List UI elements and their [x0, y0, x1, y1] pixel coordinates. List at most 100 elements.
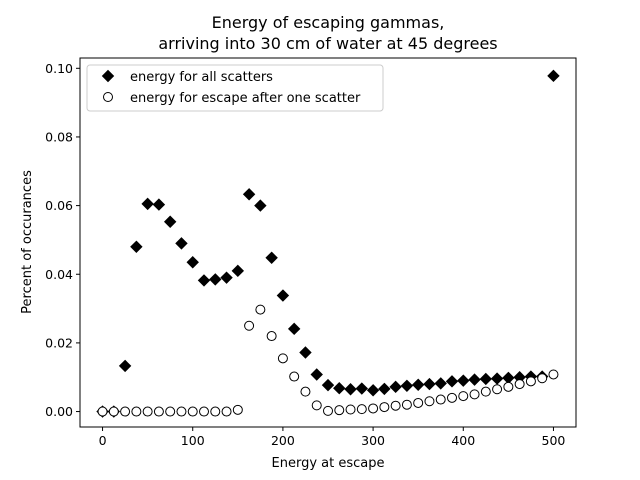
legend-label-one-scatter: energy for escape after one scatter	[130, 91, 361, 106]
all-scatters-point	[344, 383, 357, 396]
data-marks	[96, 69, 560, 418]
y-tick-label: 0.10	[45, 61, 73, 76]
x-tick-label: 300	[361, 433, 385, 448]
plot-frame	[79, 57, 577, 428]
all-scatters-point	[152, 198, 166, 211]
x-tick-label: 100	[181, 433, 205, 448]
one-scatter-point	[255, 304, 266, 315]
one-scatter-point	[120, 406, 131, 417]
all-scatters-point	[220, 271, 233, 284]
legend-diamond-marker	[101, 69, 115, 83]
all-scatters-point	[287, 322, 301, 336]
x-tick-label: 200	[271, 433, 295, 448]
one-scatter-point	[413, 397, 424, 408]
x-tick-label: 400	[451, 433, 475, 448]
all-scatters-point	[231, 264, 245, 278]
all-scatters-point	[209, 273, 222, 286]
one-scatter-point	[221, 406, 232, 417]
all-scatters-point	[186, 256, 199, 269]
axis-ticks: 0 100 200 300 400 500 0.00 0.02 0.04 0.06 0.08 0.10	[45, 61, 565, 448]
one-scatter-point	[345, 404, 356, 415]
all-scatters-point	[175, 237, 188, 250]
one-scatter-point	[232, 404, 243, 415]
one-scatter-point	[401, 399, 412, 410]
one-scatter-point	[210, 406, 221, 417]
all-scatters-point	[411, 378, 425, 391]
all-scatters-point	[118, 359, 132, 373]
all-scatters-point	[490, 372, 504, 385]
one-scatter-point	[266, 331, 277, 342]
one-scatter-point	[525, 376, 536, 387]
y-tick-label: 0.02	[45, 335, 73, 350]
one-scatter-point	[311, 400, 322, 411]
y-tick-label: 0.04	[45, 267, 73, 282]
all-scatters-point	[276, 289, 290, 302]
y-tick-label: 0.08	[45, 129, 73, 144]
chart-title-line2: arriving into 30 cm of water at 45 degre…	[158, 34, 497, 53]
legend: energy for all scatters energy for escap…	[86, 64, 384, 112]
all-scatters-point	[333, 382, 346, 395]
one-scatter-point	[368, 403, 379, 414]
all-scatters-point	[299, 346, 312, 359]
y-axis-label: Percent of occurances	[20, 170, 35, 314]
all-scatters-point	[310, 368, 323, 381]
one-scatter-point	[548, 369, 559, 380]
all-scatters-point	[547, 69, 560, 83]
one-scatter-point	[492, 384, 503, 395]
x-axis-label: Energy at escape	[272, 456, 385, 471]
legend-circle-marker	[103, 92, 113, 102]
all-scatters-point	[400, 379, 414, 393]
one-scatter-point	[323, 405, 333, 416]
one-scatter-point	[480, 386, 491, 397]
one-scatter-point	[390, 400, 401, 411]
all-scatters-point	[197, 274, 211, 287]
legend-box	[86, 64, 384, 112]
one-scatter-point	[334, 405, 345, 416]
all-scatters-point	[457, 374, 470, 387]
all-scatters-point	[445, 375, 459, 388]
y-tick-label: 0.06	[45, 198, 73, 213]
one-scatter-point	[537, 373, 548, 384]
all-scatters-point	[242, 188, 256, 201]
one-scatter-point	[300, 386, 311, 397]
all-scatters-point	[141, 197, 154, 211]
one-scatter-point	[244, 320, 255, 331]
one-scatter-point	[435, 394, 446, 405]
one-scatter-point	[514, 379, 525, 390]
one-scatter-point	[379, 402, 390, 413]
chart-title-line1: Energy of escaping gammas,	[212, 13, 445, 32]
all-scatters-point	[265, 251, 278, 264]
one-scatter-point	[153, 406, 164, 417]
one-scatter-point	[424, 396, 435, 407]
all-scatters-point	[366, 384, 380, 397]
all-scatters-point	[130, 240, 143, 253]
one-scatter-point	[165, 406, 176, 417]
one-scatter-point	[469, 389, 480, 400]
one-scatter-point	[97, 406, 108, 417]
all-scatters-point	[355, 382, 369, 395]
all-scatters-point	[321, 378, 335, 392]
one-scatter-point	[289, 371, 300, 382]
x-tick-label: 0	[99, 433, 107, 448]
one-scatter-point	[131, 406, 142, 417]
one-scatter-point	[176, 406, 187, 417]
x-tick-label: 500	[542, 433, 566, 448]
y-tick-label: 0.00	[45, 404, 73, 419]
one-scatter-point	[503, 381, 514, 392]
one-scatter-point	[199, 406, 209, 417]
all-scatters-point	[389, 380, 402, 394]
all-scatters-point	[163, 215, 177, 228]
all-scatters-point	[468, 373, 481, 386]
all-scatters-point	[423, 377, 436, 391]
one-scatter-point	[277, 353, 288, 364]
one-scatter-point	[108, 406, 119, 417]
one-scatter-point	[356, 404, 367, 415]
one-scatter-point	[142, 406, 153, 417]
one-scatter-point	[458, 391, 469, 402]
one-scatter-point	[447, 392, 457, 403]
one-scatter-point	[187, 406, 198, 417]
legend-label-all-scatters: energy for all scatters	[130, 70, 273, 85]
all-scatters-point	[378, 382, 391, 396]
all-scatters-point	[479, 372, 493, 386]
